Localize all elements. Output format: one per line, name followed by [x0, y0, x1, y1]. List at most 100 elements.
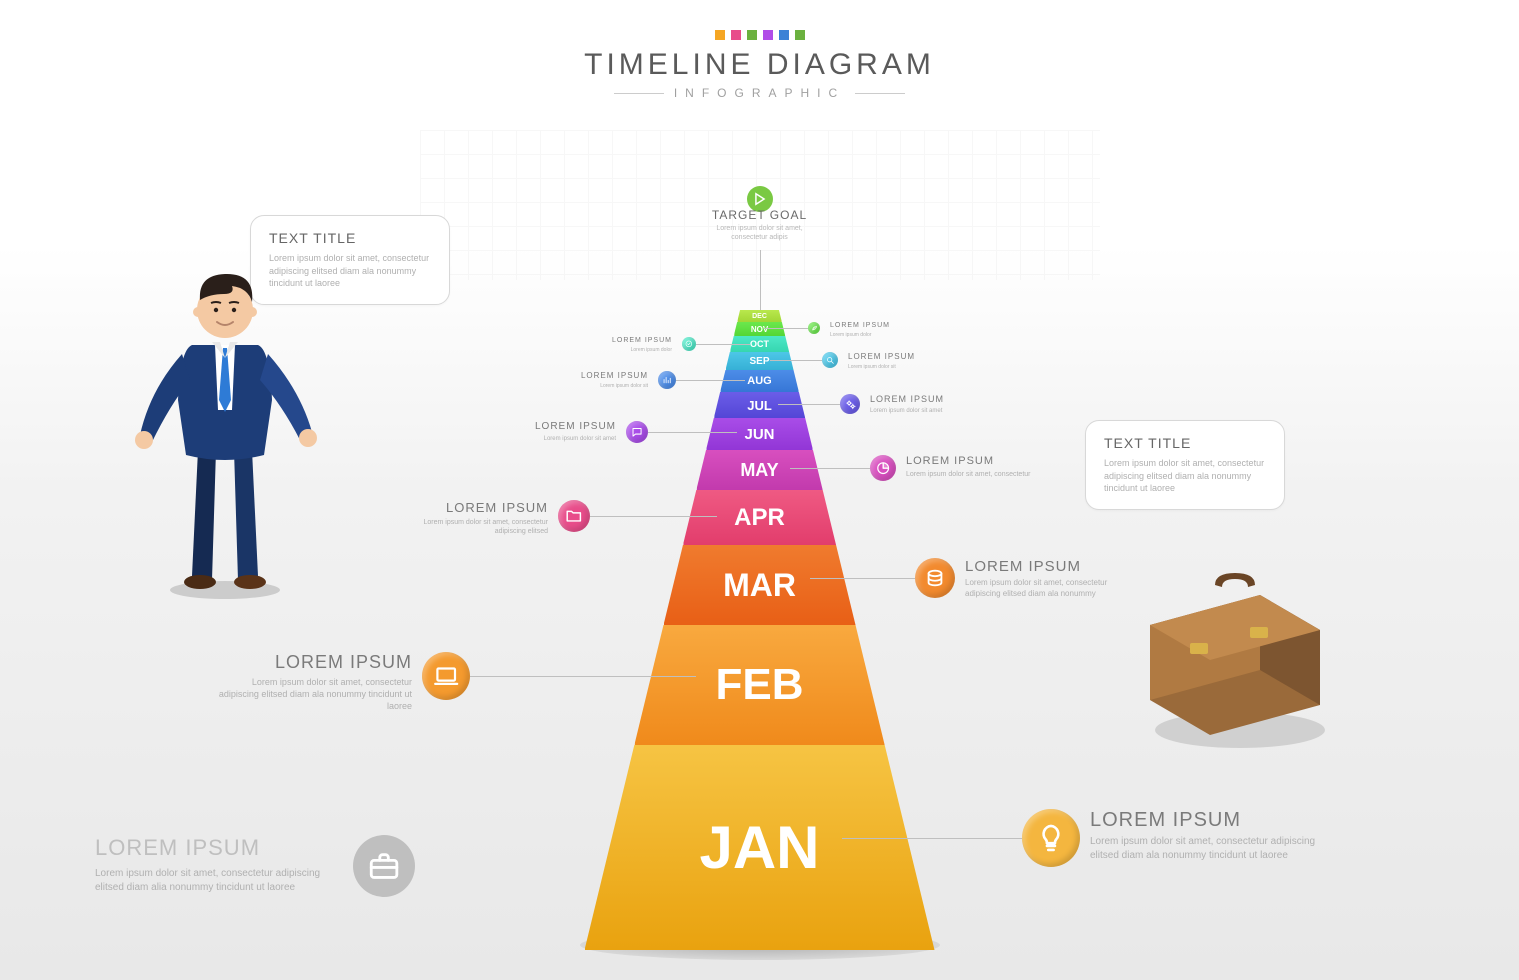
cone-slice-label: JAN: [699, 813, 819, 882]
callout-desc: Lorem ipsum dolor sit: [848, 364, 948, 371]
bars-icon: [658, 371, 676, 389]
callout: LOREM IPSUM Lorem ipsum dolor sit: [543, 371, 676, 390]
callout-desc: Lorem ipsum dolor sit: [543, 383, 648, 390]
cone-slice: JUN: [706, 418, 813, 450]
cone-slice-label: MAR: [723, 567, 796, 604]
callout-text: LOREM IPSUM Lorem ipsum dolor sit amet, c…: [906, 455, 1046, 479]
callout: LOREM IPSUM Lorem ipsum dolor sit amet, c…: [212, 652, 470, 712]
cone-slice-label: JUL: [747, 398, 772, 413]
cone-slice: MAR: [664, 545, 856, 625]
cone-slice: NOV: [734, 322, 786, 336]
callout-text: LOREM IPSUM Lorem ipsum dolor sit amet, c…: [95, 835, 335, 894]
callout-text: LOREM IPSUM Lorem ipsum dolor sit amet, c…: [965, 558, 1135, 600]
connector-line: [770, 360, 822, 361]
cone-slice-label: NOV: [751, 325, 768, 334]
target-text: Lorem ipsum dolor sit amet, consectetur …: [700, 224, 820, 242]
callout: LOREM IPSUM Lorem ipsum dolor sit: [822, 352, 948, 371]
cone-slice: JAN: [585, 745, 935, 950]
target-label: TARGET GOAL: [712, 208, 807, 222]
connector-line: [764, 328, 808, 329]
connector-line: [676, 380, 745, 381]
callout-title: LOREM IPSUM: [577, 337, 672, 344]
connector-line: [842, 838, 1022, 839]
cone-slice: FEB: [634, 625, 884, 745]
callout: LOREM IPSUM Lorem ipsum dolor sit amet, c…: [1022, 809, 1320, 867]
connector-line: [790, 468, 870, 469]
callout-title: LOREM IPSUM: [965, 558, 1135, 575]
laptop-icon: [422, 652, 470, 700]
callout: LOREM IPSUM Lorem ipsum dolor sit amet, c…: [870, 455, 1046, 481]
cone-slice-label: AUG: [747, 375, 771, 387]
connector-line: [810, 578, 915, 579]
search-icon: [822, 352, 838, 368]
cone-slice: DEC: [737, 310, 782, 322]
callout: LOREM IPSUM Lorem ipsum dolor sit amet: [840, 394, 990, 415]
cone-slice: APR: [683, 490, 836, 545]
callout-text: LOREM IPSUM Lorem ipsum dolor: [577, 337, 672, 354]
callout-text: LOREM IPSUM Lorem ipsum dolor: [830, 322, 920, 339]
pie-icon: [870, 455, 896, 481]
connector-line: [696, 344, 750, 345]
callout-desc: Lorem ipsum dolor sit amet, consectetur …: [95, 867, 335, 894]
callout: LOREM IPSUM Lorem ipsum dolor sit amet, c…: [398, 500, 590, 537]
callout-desc: Lorem ipsum dolor: [830, 332, 920, 339]
callout-title: LOREM IPSUM: [496, 421, 616, 432]
cone-slice-label: OCT: [750, 339, 769, 349]
chat-icon: [626, 421, 648, 443]
connector-line: [778, 404, 840, 405]
callout-title: LOREM IPSUM: [830, 322, 920, 329]
bulb-icon: [1022, 809, 1080, 867]
callout-text: LOREM IPSUM Lorem ipsum dolor sit amet: [870, 394, 990, 415]
cone-slice: AUG: [720, 370, 799, 392]
connector-line: [590, 516, 717, 517]
callout-desc: Lorem ipsum dolor sit amet: [496, 435, 616, 443]
businessman-illustration: [120, 250, 330, 605]
callout-text: LOREM IPSUM Lorem ipsum dolor sit: [543, 371, 648, 390]
callout-title: LOREM IPSUM: [1090, 809, 1320, 832]
cone-slice-label: FEB: [716, 660, 804, 710]
callout-text: LOREM IPSUM Lorem ipsum dolor sit amet, c…: [398, 500, 548, 537]
callout-text: LOREM IPSUM Lorem ipsum dolor sit: [848, 352, 948, 371]
callout: LOREM IPSUM Lorem ipsum dolor sit amet: [496, 421, 648, 443]
gears-icon: [840, 394, 860, 414]
callout: LOREM IPSUM Lorem ipsum dolor: [808, 322, 920, 339]
callout-desc: Lorem ipsum dolor sit amet, consectetur: [906, 470, 1046, 479]
cone-slice-label: MAY: [740, 460, 778, 481]
check-icon: [682, 337, 696, 351]
callout: LOREM IPSUM Lorem ipsum dolor: [577, 337, 696, 354]
callout-title: LOREM IPSUM: [398, 500, 548, 515]
callout-title: LOREM IPSUM: [848, 352, 948, 361]
connector-line: [470, 676, 696, 677]
callout-title: LOREM IPSUM: [543, 371, 648, 380]
callout-title: LOREM IPSUM: [906, 455, 1046, 467]
cone-slice-label: DEC: [752, 313, 767, 320]
callout-text: LOREM IPSUM Lorem ipsum dolor sit amet, c…: [212, 652, 412, 712]
callout-bottom-left: LOREM IPSUM Lorem ipsum dolor sit amet, c…: [95, 835, 415, 897]
callout-desc: Lorem ipsum dolor sit amet: [870, 407, 990, 415]
speech-bubble-right: TEXT TITLE Lorem ipsum dolor sit amet, c…: [1085, 420, 1285, 510]
connector-line: [648, 432, 737, 433]
callout: LOREM IPSUM Lorem ipsum dolor sit amet, c…: [915, 558, 1135, 600]
leaf-icon: [808, 322, 820, 334]
briefcase-illustration: [1120, 555, 1340, 760]
callout-desc: Lorem ipsum dolor sit amet, consectetur …: [212, 676, 412, 712]
callout-desc: Lorem ipsum dolor sit amet, consectetur …: [1090, 835, 1320, 862]
callout-desc: Lorem ipsum dolor: [577, 347, 672, 354]
speech-left-title: TEXT TITLE: [269, 230, 431, 246]
cone-slice-label: APR: [734, 504, 785, 532]
callout-desc: Lorem ipsum dolor sit amet, consectetur …: [398, 518, 548, 537]
callout-desc: Lorem ipsum dolor sit amet, consectetur …: [965, 578, 1135, 600]
cone-slice-label: SEP: [749, 356, 769, 367]
callout-title: LOREM IPSUM: [212, 652, 412, 673]
coins-icon: [915, 558, 955, 598]
callout-text: LOREM IPSUM Lorem ipsum dolor sit amet, c…: [1090, 809, 1320, 862]
cone-slice: MAY: [696, 450, 822, 490]
target-connector: [760, 250, 761, 310]
folder-icon: [558, 500, 590, 532]
callout-title: LOREM IPSUM: [95, 835, 335, 861]
cone-slice-label: JUN: [744, 426, 774, 443]
briefcase-line-icon: [353, 835, 415, 897]
callout-title: LOREM IPSUM: [870, 394, 990, 404]
speech-right-desc: Lorem ipsum dolor sit amet, consectetur …: [1104, 457, 1266, 495]
cone-slice: SEP: [725, 352, 793, 370]
